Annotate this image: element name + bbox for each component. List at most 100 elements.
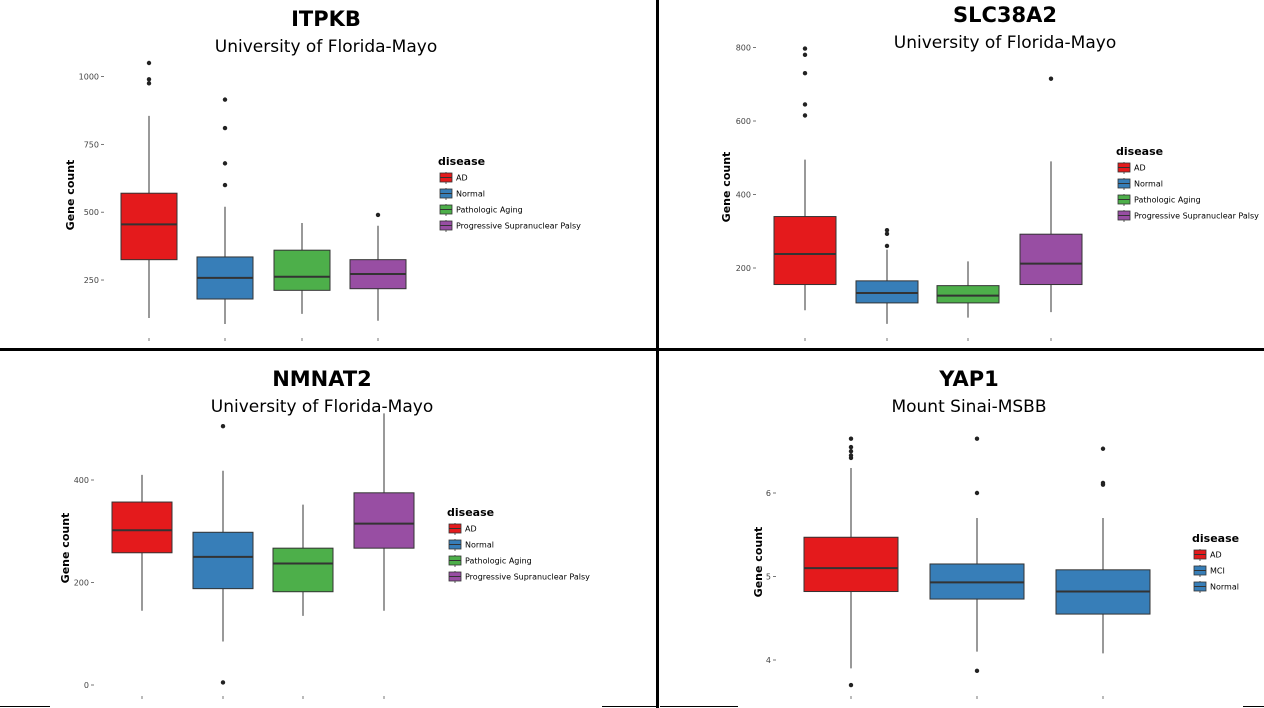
box-iqr (936, 285, 1000, 304)
box-iqr (353, 492, 415, 549)
legend-title: disease (1192, 532, 1239, 545)
y-tick-label: 200 (736, 264, 751, 273)
chart-panel-yap1: YAP1 Mount Sinai-MSBB Gene count 4 5 6 disease… (752, 367, 1239, 699)
box-progressive-supranuclear-palsy (353, 413, 415, 611)
outlier-point (848, 444, 854, 450)
outlier-point (974, 436, 980, 441)
chart-panel-slc38a2: SLC38A2 University of Florida-Mayo Gene co… (720, 3, 1259, 341)
outlier-point (375, 212, 381, 218)
box-progressive-supranuclear-palsy (1019, 76, 1083, 313)
outlier-point (1048, 76, 1054, 81)
y-tick-label: 750 (84, 140, 99, 149)
box-normal (1055, 446, 1151, 654)
outlier-point (884, 227, 890, 233)
legend-label: Progressive Supranuclear Palsy (1134, 212, 1259, 221)
box-pathologic-aging (273, 223, 331, 314)
outlier-point (802, 71, 808, 76)
y-axis-label: Gene count (64, 160, 77, 231)
legend-title: disease (447, 506, 494, 519)
outlier-point (884, 231, 890, 237)
outlier-point (848, 453, 854, 458)
box-normal (196, 97, 254, 324)
legend-label: Normal (465, 541, 494, 550)
outlier-point (1100, 480, 1106, 486)
box-iqr (1019, 233, 1083, 286)
legend-label: MCI (1210, 567, 1225, 576)
chart-subtitle: University of Florida-Mayo (211, 397, 433, 417)
box-iqr (273, 249, 331, 291)
box-ad (773, 46, 837, 311)
outlier-point (220, 423, 226, 429)
outlier-point (146, 77, 152, 82)
chart-title: SLC38A2 (953, 3, 1057, 27)
legend-label: Normal (1210, 583, 1239, 592)
outlier-point (1100, 446, 1106, 451)
outlier-point (974, 668, 980, 674)
box-ad (803, 436, 899, 688)
box-iqr (192, 531, 254, 590)
box-iqr (803, 536, 899, 593)
box-pathologic-aging (936, 261, 1000, 318)
chart-panel-nmnat2: NMNAT2 University of Florida-Mayo Gene cou… (59, 367, 590, 699)
outlier-point (802, 52, 808, 58)
legend-title: disease (1116, 145, 1163, 158)
outlier-point (848, 682, 854, 688)
outlier-point (222, 161, 228, 166)
box-ad (111, 474, 173, 611)
box-normal (192, 423, 254, 685)
legend-title: disease (438, 155, 485, 168)
outlier-point (974, 490, 980, 496)
y-tick-label: 600 (736, 117, 751, 126)
y-tick-label: 0 (84, 681, 89, 690)
legend-label: Pathologic Aging (465, 557, 532, 566)
legend-label: AD (1134, 164, 1146, 173)
box-mci (929, 436, 1025, 674)
legend-label: AD (465, 525, 477, 534)
outlier-point (802, 46, 808, 51)
legend-label: Progressive Supranuclear Palsy (456, 222, 581, 231)
outlier-point (222, 182, 228, 188)
box-iqr (272, 547, 334, 593)
y-tick-label: 5 (766, 573, 771, 582)
y-tick-label: 4 (766, 656, 771, 665)
y-axis-label: Gene count (720, 152, 733, 223)
legend-label: AD (1210, 551, 1222, 560)
chart-title: NMNAT2 (272, 367, 372, 391)
outlier-point (848, 449, 854, 454)
box-normal (855, 227, 919, 324)
box-pathologic-aging (272, 504, 334, 616)
legend-label: Progressive Supranuclear Palsy (465, 573, 590, 582)
y-tick-label: 500 (84, 208, 99, 217)
outlier-point (884, 243, 890, 249)
chart-subtitle: Mount Sinai-MSBB (891, 397, 1046, 417)
legend: disease AD Normal Pathologic Aging Progressi… (438, 155, 581, 232)
outlier-point (222, 125, 228, 131)
outlier-point (222, 97, 228, 102)
legend-label: Normal (456, 190, 485, 199)
y-tick-label: 200 (74, 579, 89, 588)
legend-label: Pathologic Aging (456, 206, 523, 215)
chart-title: ITPKB (291, 7, 361, 31)
legend-label: Pathologic Aging (1134, 196, 1201, 205)
box-progressive-supranuclear-palsy (349, 212, 407, 321)
outlier-point (220, 680, 226, 685)
y-axis-label: Gene count (59, 513, 72, 584)
box-iqr (120, 192, 178, 261)
chart-title: YAP1 (938, 367, 998, 391)
chart-panel-itpkb: ITPKB University of Florida-Mayo Gene coun… (64, 7, 581, 341)
legend: disease AD MCI Normal (1192, 532, 1239, 593)
legend: disease AD Normal Pathologic Aging Progressi… (447, 506, 590, 583)
chart-subtitle: University of Florida-Mayo (894, 33, 1116, 53)
legend-label: AD (456, 174, 468, 183)
y-axis-label: Gene count (752, 527, 765, 598)
outlier-point (146, 60, 152, 66)
box-iqr (773, 216, 837, 286)
outlier-point (802, 113, 808, 118)
box-ad (120, 60, 178, 318)
y-tick-label: 400 (736, 191, 751, 200)
legend-label: Normal (1134, 180, 1163, 189)
legend: disease AD Normal Pathologic Aging Progressi… (1116, 145, 1259, 222)
box-iqr (111, 501, 173, 554)
y-tick-label: 250 (84, 276, 99, 285)
